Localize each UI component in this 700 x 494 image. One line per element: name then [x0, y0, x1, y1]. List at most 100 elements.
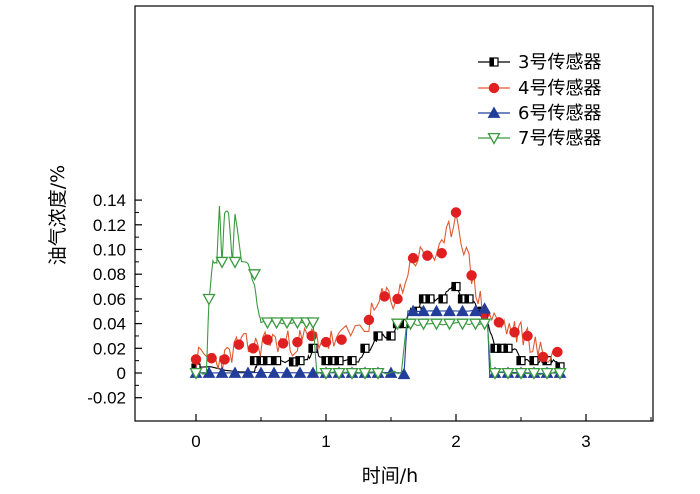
- sensor-6-point: [456, 304, 469, 317]
- axis-layer: -0.02 0 0.02 0.04 0.06 0.08 0.10 0.12 0.14 0 1 2 3: [87, 191, 652, 451]
- sensor-7-point: [527, 367, 541, 380]
- sensor-4-point: [320, 336, 332, 348]
- sensor-4-point: [336, 334, 347, 345]
- sensor-3-point-fill: [263, 356, 268, 365]
- sensor-7-point: [319, 367, 333, 380]
- sensor-3-point: [360, 343, 370, 353]
- sensor-3-point-fill: [419, 294, 424, 303]
- sensor-4-point: [363, 314, 375, 326]
- sensor-3-point-fill: [272, 356, 277, 365]
- sensor-4-point: [247, 343, 259, 354]
- sensor-3-point-fill: [257, 356, 261, 365]
- sensor-6-point: [215, 366, 229, 378]
- sensor-4-point: [450, 207, 462, 218]
- sensor-4-point: [292, 336, 303, 348]
- y-tick-label: 0.02: [93, 339, 126, 358]
- legend-sensor-3-marker-fill: [490, 58, 494, 66]
- sensor-3-point-fill: [530, 356, 534, 365]
- sensor-4-point: [537, 351, 549, 363]
- sensor-3-point: [516, 356, 526, 366]
- sensor-4-point: [219, 354, 230, 365]
- y-tick-label: 0.12: [93, 216, 126, 235]
- sensor-3-point-fill: [517, 356, 521, 365]
- sensor-3-point-fill: [289, 357, 294, 366]
- sensor-3-point: [347, 356, 357, 366]
- sensor-3-point-fill: [458, 294, 463, 303]
- sensor-3-point: [262, 356, 273, 366]
- sensor-3-point: [334, 356, 344, 366]
- sensor-3-point: [386, 331, 396, 341]
- sensor-7-point: [488, 367, 502, 380]
- x-tick-label: 0: [191, 432, 200, 451]
- sensor-7-point: [442, 318, 457, 331]
- sensor-3-point: [373, 331, 383, 341]
- sensor-7-point: [358, 367, 372, 380]
- sensor-3-point: [295, 356, 305, 366]
- sensor-3-point-fill: [387, 331, 391, 340]
- sensor-4-point: [190, 354, 202, 365]
- sensor-3-point: [529, 356, 539, 366]
- sensor-6-point: [241, 366, 255, 378]
- y-tick-label: 0.10: [93, 241, 126, 260]
- sensor-3-point-fill: [465, 294, 469, 303]
- sensor-4-point: [466, 270, 477, 281]
- sensor-4-point: [407, 252, 419, 264]
- sensor-3-point: [464, 294, 474, 304]
- sensor-4-point: [493, 317, 505, 328]
- legend-sensor-7-label: 7号传感器: [518, 128, 601, 149]
- sensor-6-point: [397, 367, 411, 380]
- sensor-6-point: [406, 304, 420, 317]
- sensor-3-point-fill: [322, 356, 326, 365]
- y-tick-label: 0.04: [93, 315, 126, 334]
- sensor-3-point-fill: [556, 362, 560, 371]
- sensor-4-point: [392, 293, 403, 305]
- sensor-4-point: [206, 352, 217, 364]
- y-axis-title: 油气浓度/%: [47, 165, 69, 265]
- sensor-7-point: [501, 367, 515, 380]
- x-tick-label: 2: [451, 432, 460, 451]
- sensor-7-point: [280, 317, 294, 330]
- x-axis-title: 时间/h: [362, 465, 418, 487]
- sensor-7-point: [189, 367, 203, 380]
- sensor-3-point: [503, 343, 513, 353]
- sensor-3-point: [438, 294, 448, 304]
- sensor-7-point: [228, 256, 242, 269]
- sensor-3-point-fill: [497, 344, 502, 353]
- sensor-4-point: [522, 330, 533, 342]
- x-tick-label: 3: [581, 432, 590, 451]
- sensor-4-point: [233, 339, 245, 350]
- sensor-3-point-fill: [348, 356, 352, 365]
- sensor-3-point: [425, 294, 435, 304]
- sensor-7-point: [477, 318, 492, 331]
- sensor-3-point-fill: [335, 356, 339, 365]
- series-layer: [189, 205, 567, 380]
- legend-sensor-3-label: 3号传感器: [518, 52, 601, 73]
- sensor-3-point-fill: [504, 344, 508, 353]
- sensor-6-point: [280, 366, 294, 378]
- plot-frame: [134, 5, 654, 422]
- sensor-7-point: [416, 318, 431, 331]
- sensor-4-point: [306, 330, 317, 342]
- sensor-3-point-fill: [296, 356, 300, 365]
- sensor-7-point: [202, 293, 216, 306]
- sensor-6-point: [417, 304, 430, 317]
- y-tick-label: 0.14: [93, 191, 126, 210]
- sensor-3-point-fill: [426, 294, 430, 303]
- sensor-7-point: [260, 317, 275, 330]
- sensor-7-point: [403, 318, 418, 331]
- legend: 3号传感器 4号传感器 6号传感器 7号传感器: [478, 52, 601, 149]
- sensor-3-point-fill: [452, 282, 456, 291]
- sensor-7-point: [553, 367, 567, 380]
- sensor-7-point: [514, 367, 528, 380]
- sensor-7-point: [540, 367, 554, 380]
- sensor-6-point: [293, 366, 307, 378]
- sensor-6-point: [430, 304, 443, 317]
- sensor-7-point: [455, 318, 470, 331]
- sensor-3-point-fill: [374, 331, 378, 340]
- sensor-7-point: [247, 269, 262, 282]
- legend-sensor-4-marker: [488, 82, 500, 94]
- sensor-3-point-fill: [361, 344, 365, 353]
- y-tick-label: 0.06: [93, 290, 126, 309]
- y-tick-label: 0: [117, 364, 126, 383]
